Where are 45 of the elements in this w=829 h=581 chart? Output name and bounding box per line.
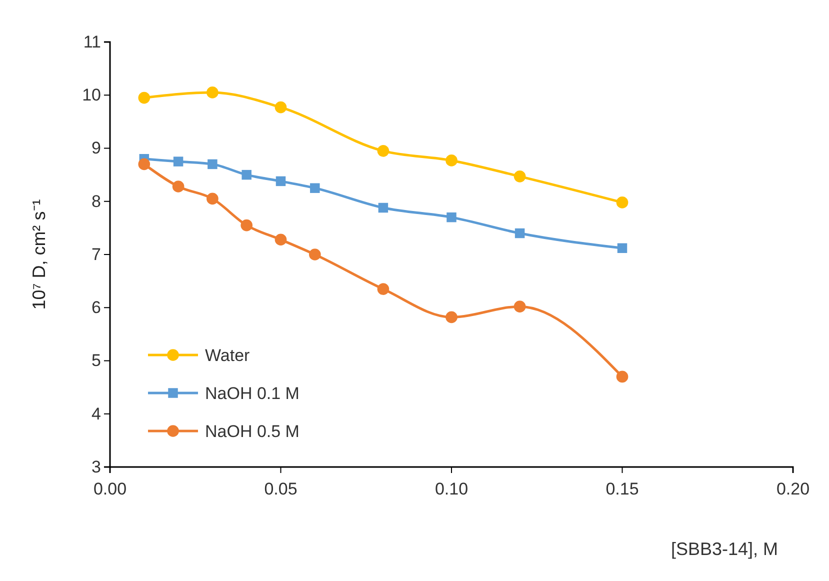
point bbox=[446, 212, 456, 222]
point bbox=[173, 156, 184, 166]
point bbox=[377, 145, 390, 157]
point bbox=[446, 311, 458, 324]
point bbox=[616, 370, 628, 383]
x-tick-label: 0.10 bbox=[434, 480, 468, 499]
point bbox=[206, 192, 218, 205]
y-tick-label: 10 bbox=[82, 86, 101, 105]
y-tick-label: 6 bbox=[92, 298, 101, 318]
legend-label: NaOH 0.1 M bbox=[205, 384, 300, 403]
y-tick-label: 8 bbox=[92, 192, 101, 211]
point bbox=[206, 86, 218, 98]
point bbox=[138, 92, 150, 104]
point bbox=[242, 170, 252, 180]
x-tick-label: 0.15 bbox=[606, 480, 639, 499]
point bbox=[616, 196, 628, 208]
x-tick-label: 0.20 bbox=[776, 480, 810, 499]
point bbox=[514, 228, 525, 238]
point bbox=[274, 101, 287, 114]
point bbox=[446, 154, 458, 166]
x-tick-label: 0.00 bbox=[93, 480, 127, 499]
point bbox=[208, 159, 218, 170]
point bbox=[377, 283, 390, 295]
y-tick-label: 4 bbox=[92, 404, 101, 424]
y-axis-title: 10⁷ D, cm² s⁻¹ bbox=[29, 199, 49, 310]
point bbox=[138, 158, 150, 170]
x-axis-title: [SBB3-14], M bbox=[670, 539, 778, 559]
point bbox=[240, 219, 253, 232]
legend-label: Water bbox=[205, 346, 250, 365]
legend-label: NaOH 0.5 M bbox=[205, 422, 300, 441]
y-tick-label: 3 bbox=[92, 457, 101, 476]
point bbox=[617, 243, 628, 253]
point bbox=[276, 176, 286, 186]
y-tick-label: 5 bbox=[92, 351, 101, 370]
x-tick-label: 0.05 bbox=[264, 480, 298, 499]
y-tick-label: 7 bbox=[92, 244, 101, 264]
point bbox=[514, 170, 526, 182]
point bbox=[310, 183, 320, 193]
y-tick-label: 9 bbox=[92, 138, 101, 158]
point bbox=[172, 180, 184, 192]
point bbox=[514, 300, 526, 312]
point bbox=[378, 202, 388, 213]
point bbox=[308, 248, 321, 260]
y-tick-label: 11 bbox=[83, 32, 101, 52]
point bbox=[274, 234, 287, 246]
